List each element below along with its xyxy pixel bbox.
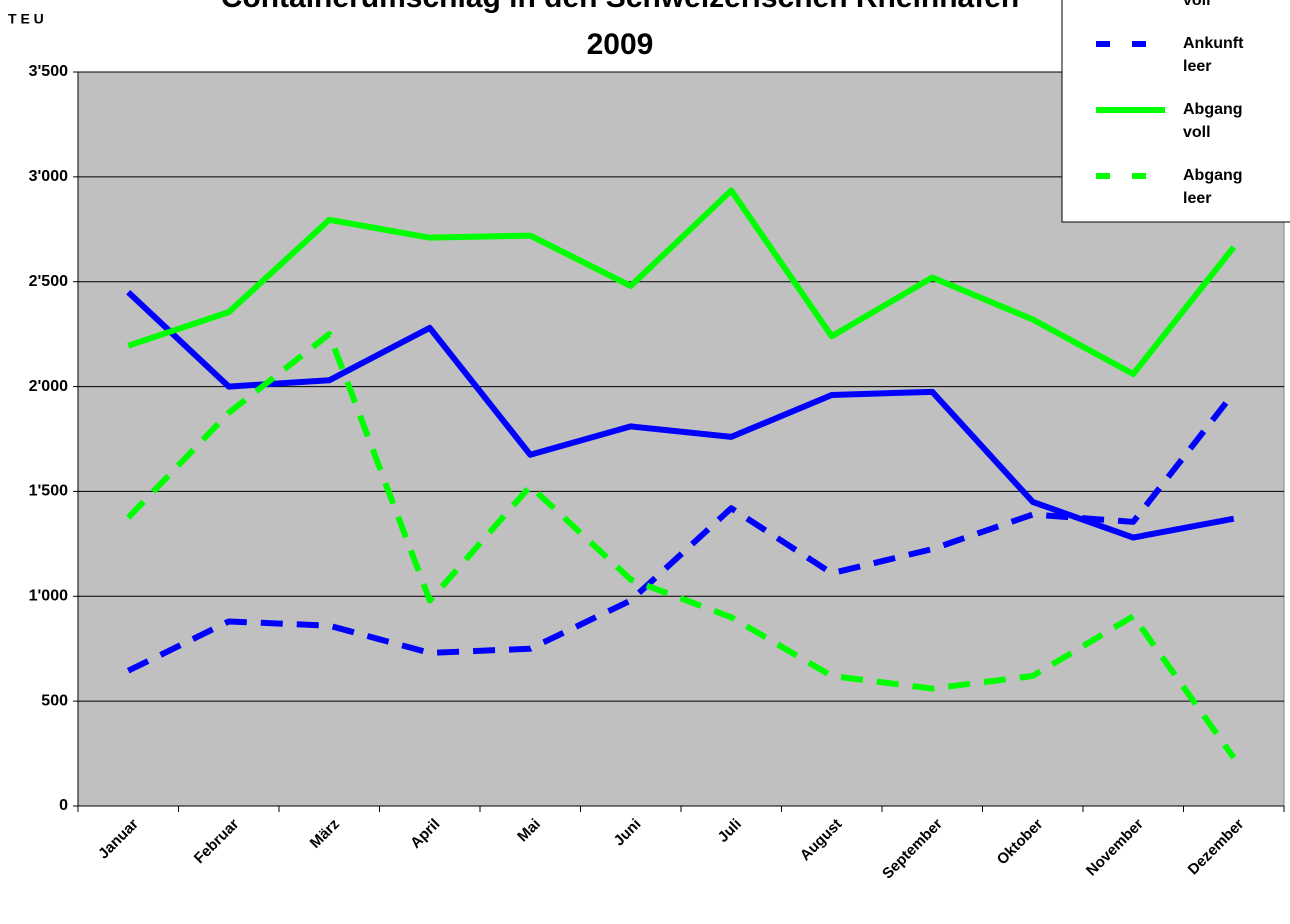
series-line bbox=[127, 187, 1237, 377]
legend-label: Ankunft voll bbox=[1183, 0, 1211, 9]
x-tick-label: August bbox=[797, 816, 846, 865]
x-tick-label: Februar bbox=[191, 816, 243, 868]
x-tick-label: Dezember bbox=[1185, 816, 1248, 879]
x-tick-label: November bbox=[1083, 815, 1147, 879]
series-line bbox=[126, 391, 1237, 674]
y-tick-label: 2'000 bbox=[29, 378, 69, 395]
x-tick-label: Mai bbox=[514, 816, 544, 846]
legend-label: Abgang leer bbox=[1183, 167, 1243, 207]
y-tick-label: 2'500 bbox=[29, 273, 69, 290]
chart-title-box: Containerumschlag in den Schweizerischen… bbox=[221, 0, 1020, 61]
y-axis-label: T E U bbox=[8, 11, 44, 27]
y-tick-label: 3'500 bbox=[29, 63, 69, 80]
legend-label: Ankunft leer bbox=[1183, 35, 1244, 75]
x-tick-label: Juli bbox=[715, 816, 745, 846]
y-tick-label: 3'000 bbox=[29, 168, 69, 185]
x-tick-label: Oktober bbox=[994, 816, 1047, 869]
y-tick-label: 1'000 bbox=[29, 588, 69, 605]
legend-label-box: Abgang voll bbox=[1183, 101, 1243, 141]
legend-label: Abgang voll bbox=[1183, 101, 1243, 141]
y-tick-label: 0 bbox=[59, 797, 68, 814]
legend-label-box: Ankunft leer bbox=[1183, 35, 1244, 75]
legend-label-box: Ankunft voll bbox=[1183, 0, 1211, 9]
x-tick-label: März bbox=[307, 816, 343, 852]
chart-title: Containerumschlag in den Schweizerischen… bbox=[221, 0, 1020, 61]
x-tick-label: September bbox=[879, 816, 946, 883]
legend-label-box: Abgang leer bbox=[1183, 167, 1243, 207]
series-line bbox=[126, 331, 1237, 760]
y-tick-label: 500 bbox=[41, 692, 68, 709]
x-tick-label: Januar bbox=[95, 816, 142, 863]
x-tick-label: Juni bbox=[611, 816, 645, 850]
y-tick-label: 1'500 bbox=[29, 483, 69, 500]
series-line bbox=[126, 290, 1235, 541]
x-tick-label: April bbox=[407, 816, 443, 852]
